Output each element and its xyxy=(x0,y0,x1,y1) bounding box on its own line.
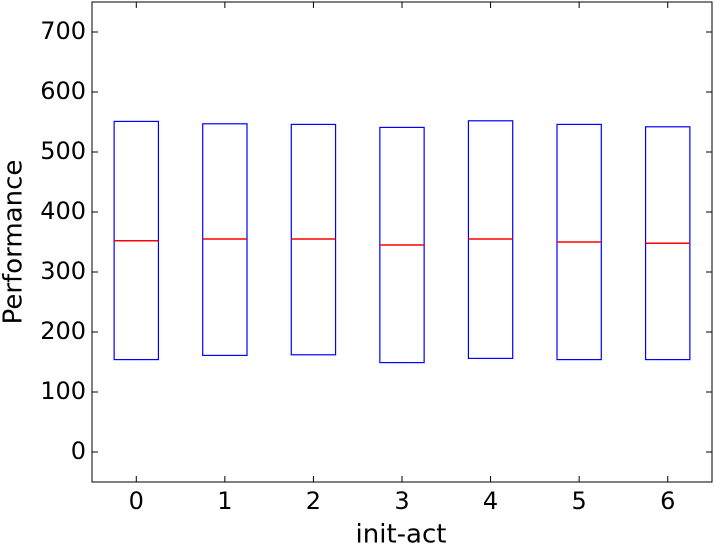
x-tick-label: 4 xyxy=(483,487,498,515)
y-tick-label: 200 xyxy=(40,317,86,345)
x-tick-label: 2 xyxy=(306,487,321,515)
y-tick-label: 300 xyxy=(40,257,86,285)
x-tick-label: 6 xyxy=(660,487,675,515)
x-tick-label: 1 xyxy=(217,487,232,515)
y-tick-label: 400 xyxy=(40,197,86,225)
y-tick-label: 700 xyxy=(40,17,86,45)
y-tick-label: 0 xyxy=(71,437,86,465)
plot-frame xyxy=(91,1,713,483)
x-tick-label: 5 xyxy=(572,487,587,515)
y-tick-label: 100 xyxy=(40,377,86,405)
x-tick-label: 3 xyxy=(394,487,409,515)
y-axis-label: Performance xyxy=(0,160,29,325)
y-tick-label: 600 xyxy=(40,77,86,105)
x-tick-label: 0 xyxy=(129,487,144,515)
x-axis-label: init-act xyxy=(356,520,447,550)
y-tick-label: 500 xyxy=(40,137,86,165)
